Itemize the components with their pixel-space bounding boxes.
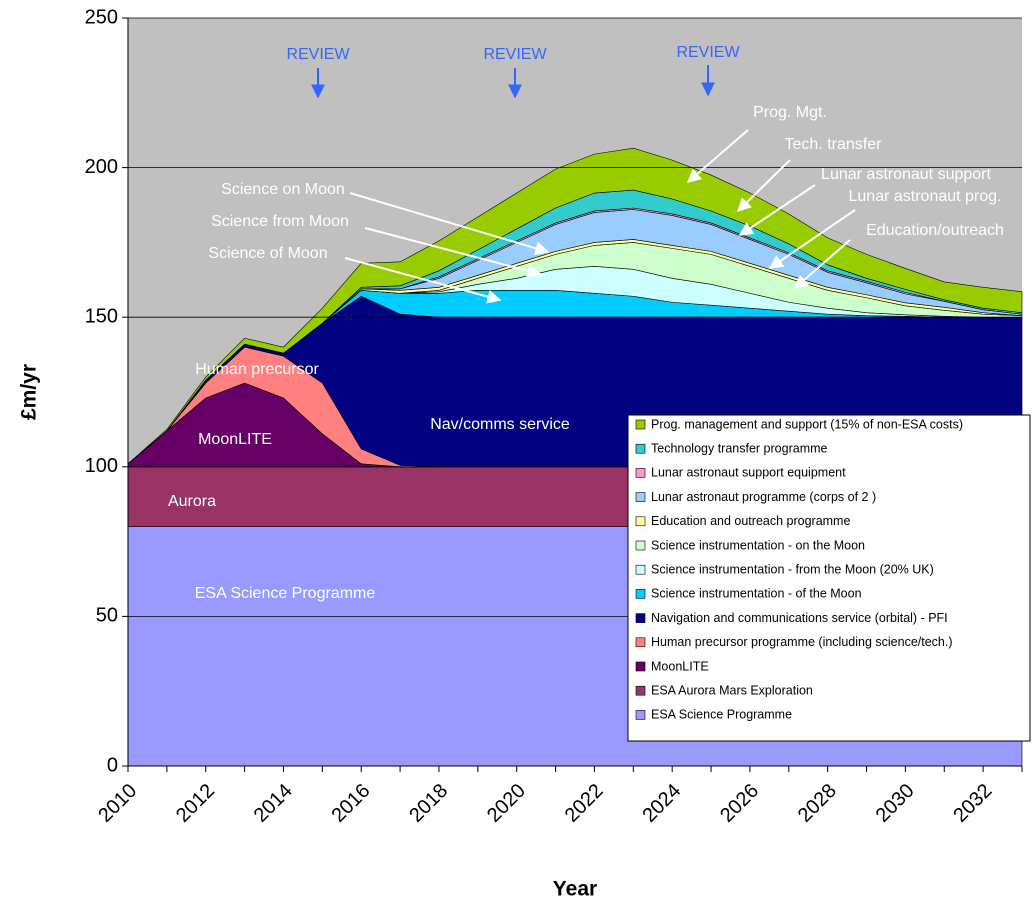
legend-swatch bbox=[635, 468, 646, 478]
legend-swatch bbox=[635, 564, 646, 575]
annotation: REVIEW bbox=[483, 46, 547, 63]
annotation: ESA Science Programme bbox=[195, 585, 376, 602]
annotation: REVIEW bbox=[676, 44, 740, 61]
legend-label: Science instrumentation - of the Moon bbox=[651, 587, 862, 601]
annotation: Nav/comms service bbox=[430, 416, 570, 433]
annotation-arrow bbox=[793, 239, 851, 289]
legend-swatch bbox=[635, 613, 646, 623]
annotation: Human precursor bbox=[195, 361, 319, 378]
legend-label: Technology transfer programme bbox=[651, 441, 828, 455]
annotation: Education/outreach bbox=[866, 222, 1004, 239]
annotation-arrow bbox=[686, 129, 749, 183]
legend-label: ESA Science Programme bbox=[651, 708, 792, 722]
legend-swatch bbox=[635, 516, 646, 527]
legend-swatch bbox=[635, 637, 646, 648]
x-tick-label: 2012 bbox=[172, 780, 219, 827]
annotation-arrow bbox=[738, 184, 816, 236]
x-tick-label: 2016 bbox=[327, 780, 374, 827]
legend-label: ESA Aurora Mars Exploration bbox=[651, 683, 813, 697]
area bbox=[127, 147, 1023, 465]
annotation-arrow bbox=[344, 257, 502, 304]
x-tick-label: 2026 bbox=[716, 780, 763, 827]
y-tick-label: 50 bbox=[96, 605, 118, 627]
legend-swatch bbox=[635, 589, 646, 599]
legend-swatch bbox=[635, 443, 646, 454]
x-tick-label: 2014 bbox=[250, 780, 297, 827]
x-tick-label: 2028 bbox=[794, 780, 841, 827]
legend-label: Navigation and communications service (o… bbox=[651, 611, 948, 625]
legend-swatch bbox=[635, 685, 646, 696]
y-tick-label: 200 bbox=[85, 156, 118, 178]
annotation-arrow bbox=[737, 159, 791, 212]
annotation: Lunar astronaut prog. bbox=[849, 188, 1002, 205]
annotation: Science from Moon bbox=[211, 213, 349, 230]
annotation: Prog. Mgt. bbox=[753, 104, 827, 121]
legend-label: Human precursor programme (including sci… bbox=[651, 635, 953, 649]
y-tick-label: 100 bbox=[85, 455, 118, 477]
legend-label: Lunar astronaut programme (corps of 2 ) bbox=[651, 490, 876, 504]
legend-swatch bbox=[635, 540, 646, 551]
x-axis-label: Year bbox=[553, 878, 597, 901]
legend-label: Science instrumentation - on the Moon bbox=[651, 538, 865, 552]
legend-label: MoonLITE bbox=[651, 659, 709, 673]
annotation: MoonLITE bbox=[198, 431, 272, 448]
x-tick-label: 2020 bbox=[483, 780, 530, 827]
annotation: Lunar astronaut support bbox=[821, 166, 991, 183]
y-tick-label: 150 bbox=[85, 305, 118, 327]
x-tick-label: 2032 bbox=[949, 780, 996, 827]
x-tick-label: 2024 bbox=[638, 780, 685, 827]
y-tick-label: 0 bbox=[107, 754, 118, 776]
annotation: REVIEW bbox=[286, 46, 350, 63]
annotation: Aurora bbox=[168, 493, 216, 510]
legend-swatch bbox=[635, 710, 646, 720]
annotation: Science of Moon bbox=[208, 245, 327, 262]
legend-label: Education and outreach programme bbox=[651, 514, 850, 528]
legend-swatch bbox=[635, 419, 646, 430]
y-tick-label: 250 bbox=[85, 6, 118, 28]
annotation-arrow bbox=[364, 227, 542, 278]
annotation-arrow bbox=[768, 209, 856, 269]
legend-label: Lunar astronaut support equipment bbox=[651, 466, 846, 480]
legend-label: Prog. management and support (15% of non… bbox=[651, 417, 963, 431]
annotation: Science on Moon bbox=[221, 181, 345, 198]
legend-label: Science instrumentation - from the Moon … bbox=[651, 562, 934, 576]
legend-swatch bbox=[635, 492, 646, 502]
annotation: Tech. transfer bbox=[785, 136, 883, 153]
x-tick-label: 2022 bbox=[561, 780, 608, 827]
x-tick-label: 2030 bbox=[872, 780, 919, 827]
y-axis-label: £m/yr bbox=[18, 364, 41, 420]
annotation-arrow bbox=[349, 192, 550, 256]
x-tick-label: 2018 bbox=[405, 780, 452, 827]
legend-swatch bbox=[635, 661, 646, 672]
legend bbox=[627, 414, 1031, 742]
x-tick-label: 2010 bbox=[94, 780, 141, 827]
